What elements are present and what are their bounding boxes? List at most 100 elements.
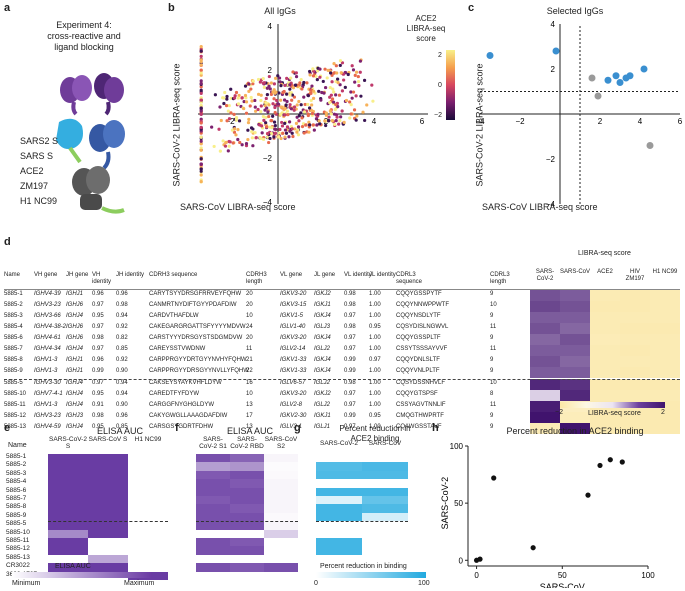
scatter-point: [292, 108, 296, 112]
antigen-label: ACE2: [20, 166, 44, 176]
table-cell: 0.97: [344, 391, 356, 397]
scatter-point: [199, 169, 203, 173]
group-separator: [4, 379, 680, 380]
scatter-point: [282, 89, 286, 94]
scatter-point: [267, 140, 271, 145]
table-header: JH gene: [66, 272, 89, 278]
table-cell: 0.90: [116, 402, 128, 408]
heatmap-cell: [316, 538, 362, 547]
table-cell: IGHJ4: [66, 391, 84, 397]
libra-heatmap-cell: [650, 390, 680, 401]
data-point: [477, 556, 483, 562]
panel-c-ylabel: SARS-CoV-2 LIBRA-seq score: [474, 63, 485, 187]
scatter-point: [324, 111, 328, 115]
panel-f-title: ELISA AUC: [226, 426, 274, 436]
scatter-point: [295, 130, 299, 134]
heatmap-cell: [128, 479, 168, 488]
x-axis-label: SARS-CoV: [540, 582, 585, 588]
heatmap-cell: [196, 546, 230, 555]
heatmap-cell: [362, 521, 408, 530]
table-cell: IGHV4-59: [34, 424, 61, 430]
scatter-point: [232, 130, 237, 134]
elisa-colorbar-label: ELISA AUC: [55, 563, 91, 570]
table-cell: IGLJ2: [314, 402, 331, 408]
scatter-point: [288, 129, 292, 133]
libra-heatmap-cell: [620, 334, 650, 345]
table-cell: 5885-2: [4, 302, 23, 308]
antigen-label: SARS2 S: [20, 136, 59, 146]
table-cell: CARSTYYYDRSGYSTSDGMDVW: [149, 335, 243, 341]
tick-label: 4: [268, 22, 273, 31]
scatter-point: [336, 77, 340, 81]
scatter-point: [250, 136, 254, 140]
scatter-point: [340, 61, 345, 65]
tick-label: 2: [268, 66, 273, 75]
heatmap-cell: [88, 470, 128, 480]
scatter-point: [293, 127, 297, 131]
data-point: [616, 79, 624, 86]
table-cell: IGLJ3: [314, 324, 331, 330]
scatter-point: [246, 121, 251, 125]
scatter-point: [329, 93, 333, 97]
heatmap-cell: [230, 529, 264, 538]
scatter-point: [289, 107, 294, 111]
libra-heatmap-cell: [590, 390, 620, 401]
scatter-point: [318, 67, 322, 71]
legend-title-line: ACE2: [415, 14, 437, 23]
table-header: VH gene: [34, 272, 58, 278]
scatter-point: [199, 79, 203, 83]
tick-label: 4: [551, 20, 556, 29]
scatter-point: [264, 115, 268, 120]
heatmap-cell: [230, 479, 264, 488]
scatter-point: [295, 103, 299, 107]
panel-c-title: Selected IgGs: [546, 6, 604, 16]
table-cell: 16: [246, 380, 253, 386]
table-cell: IGHJ3: [66, 413, 84, 419]
libra-heatmap-cell: [590, 290, 620, 301]
scatter-point: [317, 89, 321, 93]
table-cell: IGHJ4: [66, 313, 84, 319]
tick-label: −2: [515, 117, 525, 126]
scatter-point: [199, 157, 203, 161]
scatter-point: [224, 140, 228, 144]
panel-g-letter: g: [294, 422, 301, 434]
ace2-reduction-colorbar-label: Percent reduction in binding: [320, 563, 407, 570]
table-cell: IGKJ4: [314, 335, 331, 341]
scatter-point: [237, 119, 242, 123]
scatter-point: [284, 103, 288, 107]
table-cell: 5885-8: [4, 357, 23, 363]
table-cell: 0.99: [92, 368, 104, 374]
libra-heatmap-cell: [560, 345, 590, 356]
scatter-point: [266, 110, 270, 114]
scatter-point: [323, 119, 327, 123]
heatmap-cell: [48, 479, 88, 488]
heatmap-cell: [362, 546, 408, 555]
libra-heatmap-cell: [590, 345, 620, 356]
libra-heatmap-cell: [560, 301, 590, 312]
table-header: VL identity: [344, 272, 372, 278]
scatter-point: [294, 71, 298, 75]
heatmap-cell: [264, 512, 298, 522]
heatmap-cell: [48, 538, 88, 547]
antigen-label: SARS S: [20, 151, 54, 161]
heatmap-cell: [264, 487, 298, 496]
heatmap-cell: [128, 454, 168, 463]
table-cell: CAKSEYSYAYKVHFLDYW: [149, 380, 222, 386]
table-cell: IGLV6-57: [280, 380, 306, 386]
libra-heatmap-cell: [650, 412, 680, 423]
heatmap-cell: [264, 496, 298, 505]
scatter-point: [273, 110, 277, 115]
tick-label: −4: [263, 198, 273, 207]
scatter-point: [300, 87, 304, 91]
table-cell: IGKJ2: [314, 291, 331, 297]
panel-c-letter: c: [468, 2, 475, 14]
scatter-point: [229, 111, 233, 115]
table-cell: CQQYNNWPPWTF: [396, 302, 449, 308]
antibody-name: 5885-8: [6, 503, 27, 511]
heatmap-cell: [48, 529, 88, 538]
heatmap-cell: [230, 496, 264, 505]
scatter-point: [325, 76, 329, 80]
libra-heatmap-cell: [560, 323, 590, 334]
panel-e-title: ELISA AUC: [96, 426, 144, 436]
table-cell: IGLV2-14: [280, 346, 306, 352]
